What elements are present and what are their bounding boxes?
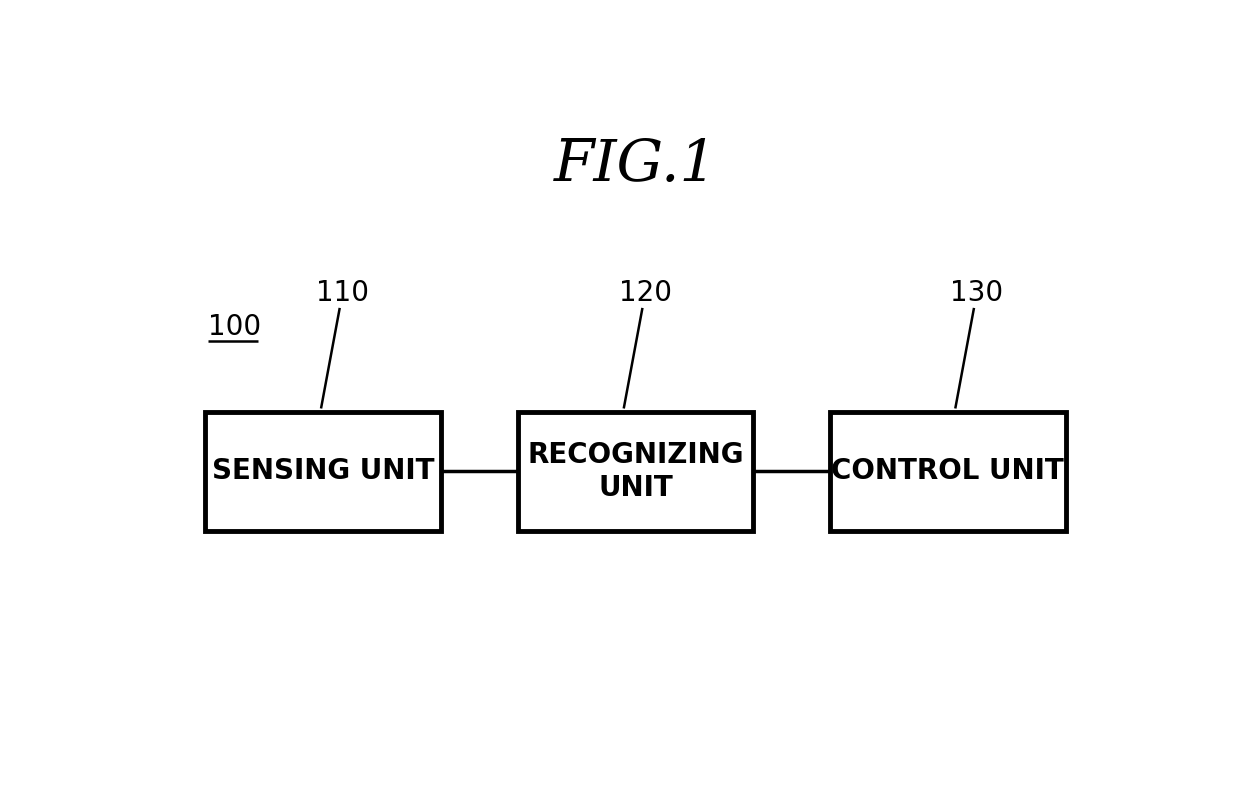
Text: RECOGNIZING
UNIT: RECOGNIZING UNIT [527,441,744,502]
Bar [830,412,1065,530]
Text: SENSING UNIT: SENSING UNIT [212,458,434,485]
Text: 110: 110 [316,279,368,307]
Bar [518,412,753,530]
Bar [206,412,441,530]
Text: 130: 130 [950,279,1003,307]
Text: CONTROL UNIT: CONTROL UNIT [832,458,1064,485]
Text: 100: 100 [208,312,260,341]
Text: 120: 120 [619,279,672,307]
Text: FIG.1: FIG.1 [554,137,717,194]
